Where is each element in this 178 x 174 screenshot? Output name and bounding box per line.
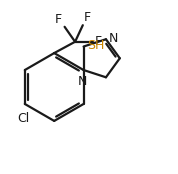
Text: N: N [109,32,119,45]
Text: F: F [84,11,91,24]
Text: SH: SH [87,39,104,52]
Text: F: F [55,13,62,26]
Text: Cl: Cl [17,112,29,125]
Text: F: F [95,35,102,48]
Text: N: N [78,75,87,88]
